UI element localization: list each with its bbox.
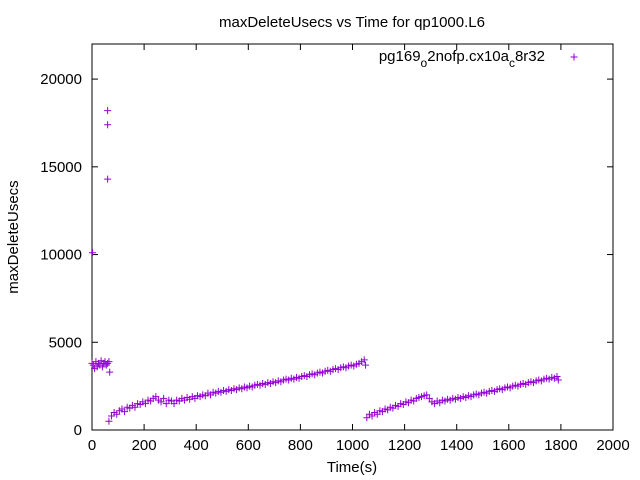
data-point	[152, 393, 160, 401]
data-point	[553, 372, 561, 380]
data-point	[104, 175, 112, 183]
data-point	[162, 400, 170, 408]
legend-text-sub1: o	[421, 56, 428, 70]
legend-marker-symbol	[570, 53, 578, 61]
x-tick-label: 1000	[336, 437, 369, 454]
axis-ticks	[91, 44, 614, 431]
data-point	[104, 121, 112, 129]
data-point	[108, 412, 116, 420]
y-axis-label: maxDeleteUsecs	[5, 180, 22, 293]
data-point	[98, 363, 106, 371]
data-point	[88, 359, 96, 367]
data-point	[157, 398, 165, 406]
x-tick-label: 1200	[388, 437, 421, 454]
x-tick-label: 1600	[492, 437, 525, 454]
y-tick-label: 0	[74, 422, 82, 439]
data-point	[362, 361, 370, 369]
x-tick-label: 2000	[596, 437, 629, 454]
data-point	[105, 417, 113, 425]
x-tick-label: 800	[288, 437, 313, 454]
x-tick-label: 1400	[440, 437, 473, 454]
legend-text-mid: 2nofp.cx10a	[427, 48, 509, 65]
data-point	[425, 394, 433, 402]
y-tick-label: 5000	[49, 334, 82, 351]
data-point	[141, 400, 149, 408]
chart-title: maxDeleteUsecs vs Time for qp1000.L6	[219, 14, 485, 31]
data-point	[121, 408, 129, 416]
y-tick-label: 10000	[40, 247, 82, 264]
data-point	[106, 368, 114, 376]
data-point	[105, 358, 113, 366]
x-tick-label: 1800	[544, 437, 577, 454]
y-tick-label: 20000	[40, 71, 82, 88]
data-point	[363, 414, 371, 422]
data-point	[170, 400, 178, 408]
data-point	[373, 410, 381, 418]
x-tick-label: 600	[236, 437, 261, 454]
tick-labels: 0 200 400 600 800 1000 1200 1400 1600 1800 2000050…	[40, 71, 629, 454]
data-point	[160, 394, 168, 402]
plot-frame	[91, 43, 614, 431]
legend-marker	[570, 53, 578, 61]
y-tick-label: 15000	[40, 159, 82, 176]
data-point	[554, 376, 562, 384]
data-point	[104, 107, 112, 115]
legend-text-end: 8r32	[515, 48, 545, 65]
data-point	[423, 391, 431, 399]
data-point	[89, 249, 97, 257]
data-point	[89, 361, 97, 369]
legend-text-sub2: c	[509, 56, 515, 70]
x-tick-label: 0	[88, 437, 96, 454]
data-point	[102, 361, 110, 369]
legend-label: pg169o2nofp.cx10ac8r32	[379, 48, 545, 70]
data-point	[360, 356, 368, 364]
x-tick-label: 400	[184, 437, 209, 454]
data-point	[113, 410, 121, 418]
data-point	[368, 412, 376, 420]
x-tick-label: 200	[132, 437, 157, 454]
x-axis-label: Time(s)	[327, 459, 377, 476]
data-points	[88, 107, 562, 425]
legend-text-base: pg169	[379, 48, 421, 65]
data-point	[104, 359, 112, 367]
data-point	[131, 403, 139, 411]
